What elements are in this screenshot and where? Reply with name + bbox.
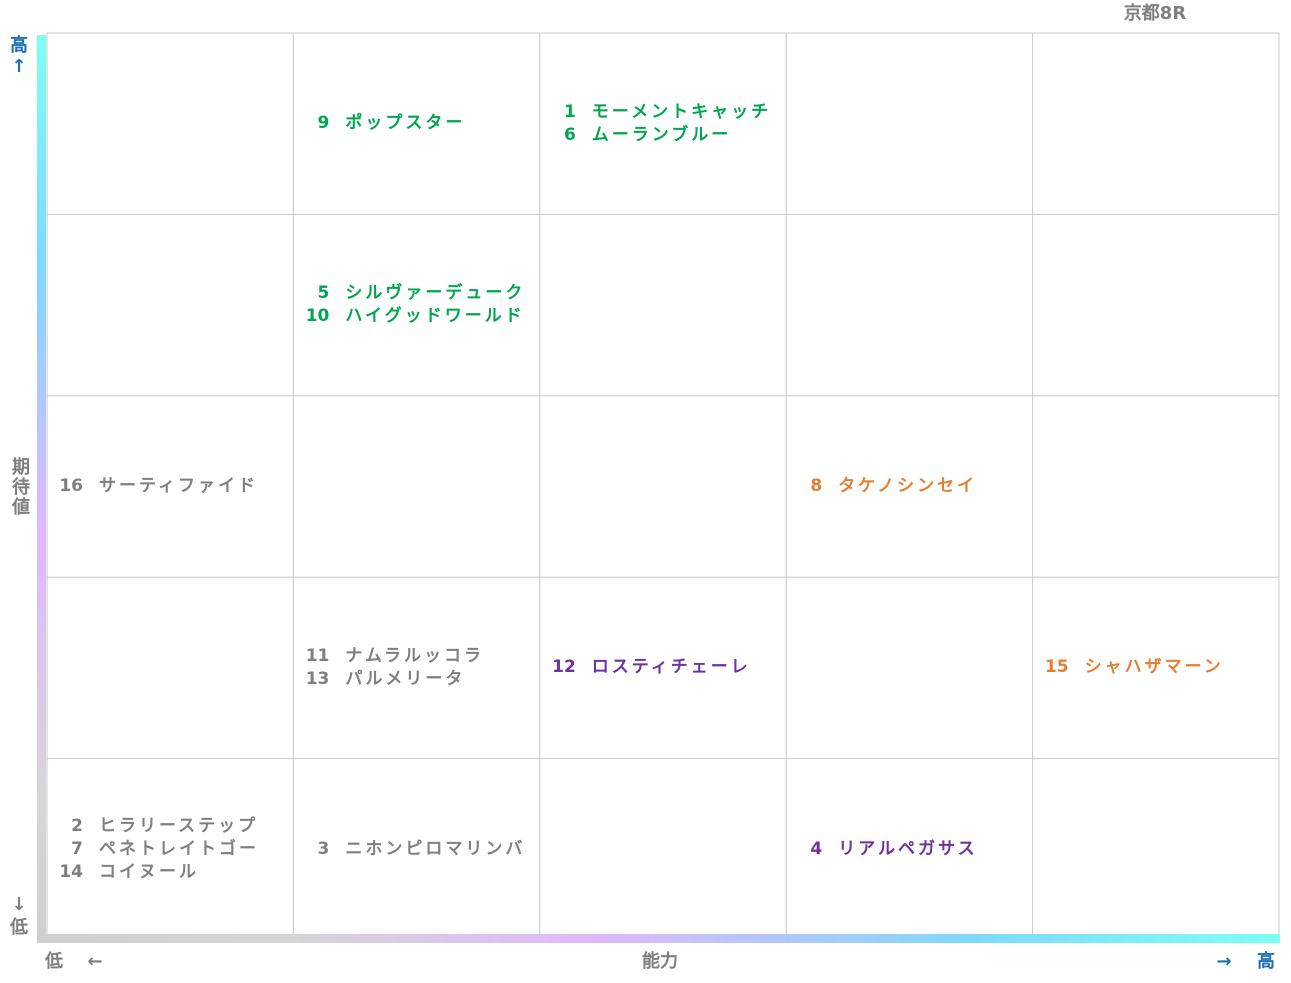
horse-entry: 8 タケノシンセイ [792, 475, 1032, 498]
x-right-arrow: → [1216, 951, 1232, 972]
horse-name: ペネトレイトゴー [99, 838, 259, 859]
horse-name: リアルペガサス [838, 838, 978, 859]
horse-name: ハイグッドワールド [345, 306, 525, 327]
horse-entry: 15 シャハザマーン [1039, 656, 1279, 679]
grid-cell: 3 ニホンピロマリンバ [299, 759, 539, 940]
horse-name: ニホンピロマリンバ [345, 838, 526, 859]
horse-entry: 3 ニホンピロマリンバ [299, 838, 539, 861]
x-high: 高 [1257, 951, 1275, 972]
grid-cell: 12 ロスティチェーレ [546, 577, 786, 758]
y-axis-bar [37, 35, 46, 943]
horse-number: 4 [810, 838, 823, 859]
horse-number: 3 [317, 838, 330, 859]
horse-number: 16 [59, 475, 83, 496]
horse-name: ロスティチェーレ [591, 657, 751, 678]
grid-cell: 2 ヒラリーステップ 7 ペネトレイトゴー 14 コイヌール [53, 759, 293, 940]
horse-number: 11 [305, 645, 330, 666]
horse-name: シルヴァーデューク [345, 283, 526, 304]
x-label: 能力 [642, 951, 678, 972]
horse-entry: 10 ハイグッドワールド [299, 305, 539, 328]
horse-name: パルメリータ [345, 668, 466, 689]
horse-number: 14 [59, 861, 83, 882]
horse-entry: 1 モーメントキャッチ [546, 101, 786, 124]
horse-name: ヒラリーステップ [99, 815, 259, 836]
y-up-arrow: ↑ [11, 56, 27, 77]
horse-entry: 16 サーティファイド [53, 475, 293, 498]
horse-number: 5 [317, 283, 330, 304]
horse-name: サーティファイド [99, 475, 258, 496]
horse-name: シャハザマーン [1084, 657, 1224, 678]
grid-cell: 9 ポップスター [299, 33, 539, 214]
horse-entry: 12 ロスティチェーレ [546, 656, 786, 679]
horse-entry: 6 ムーランブルー [546, 124, 786, 147]
x-left-arrow: ← [87, 951, 103, 972]
horse-entry: 13 パルメリータ [299, 668, 539, 691]
horse-number: 10 [305, 306, 330, 327]
horse-number: 1 [563, 101, 576, 122]
horse-number: 7 [71, 838, 83, 859]
horse-entry: 2 ヒラリーステップ [53, 815, 293, 838]
horse-entry: 14 コイヌール [53, 861, 293, 884]
grid-cell: 5 シルヴァーデューク 10 ハイグッドワールド [299, 214, 539, 395]
grid-cell: 8 タケノシンセイ [792, 396, 1032, 577]
y-down-arrow: ↓ [11, 894, 27, 915]
horse-number: 9 [317, 113, 330, 134]
y-low: 低 [10, 917, 28, 938]
horse-number: 12 [552, 657, 576, 678]
grid-cell: 1 モーメントキャッチ 6 ムーランブルー [546, 33, 786, 214]
horse-entry: 7 ペネトレイトゴー [53, 838, 293, 861]
grid-cell: 11 ナムラルッコラ 13 パルメリータ [299, 577, 539, 758]
y-label: 期待値 [9, 457, 30, 517]
horse-entry: 4 リアルペガサス [792, 838, 1032, 861]
horse-number: 2 [71, 815, 83, 836]
horse-entry: 5 シルヴァーデューク [299, 282, 539, 305]
grid-cell: 15 シャハザマーン [1039, 577, 1279, 758]
horse-name: コイヌール [99, 861, 199, 882]
horse-name: ムーランブルー [591, 124, 732, 145]
horse-name: ポップスター [345, 113, 466, 134]
horse-number: 8 [810, 475, 823, 496]
horse-entry: 9 ポップスター [299, 112, 539, 135]
x-low: 低 [45, 951, 63, 972]
x-axis-bar [37, 934, 1280, 943]
horse-name: ナムラルッコラ [345, 645, 485, 666]
grid-cell: 4 リアルペガサス [792, 759, 1032, 940]
title: 京都8R [1123, 3, 1187, 24]
y-high: 高 [10, 35, 28, 56]
grid-cell: 16 サーティファイド [53, 396, 293, 577]
horse-name: タケノシンセイ [838, 475, 978, 496]
horse-number: 6 [563, 124, 576, 145]
horse-number: 15 [1044, 657, 1069, 678]
horse-number: 13 [305, 668, 330, 689]
horse-entry: 11 ナムラルッコラ [299, 645, 539, 668]
horse-name: モーメントキャッチ [591, 101, 772, 122]
